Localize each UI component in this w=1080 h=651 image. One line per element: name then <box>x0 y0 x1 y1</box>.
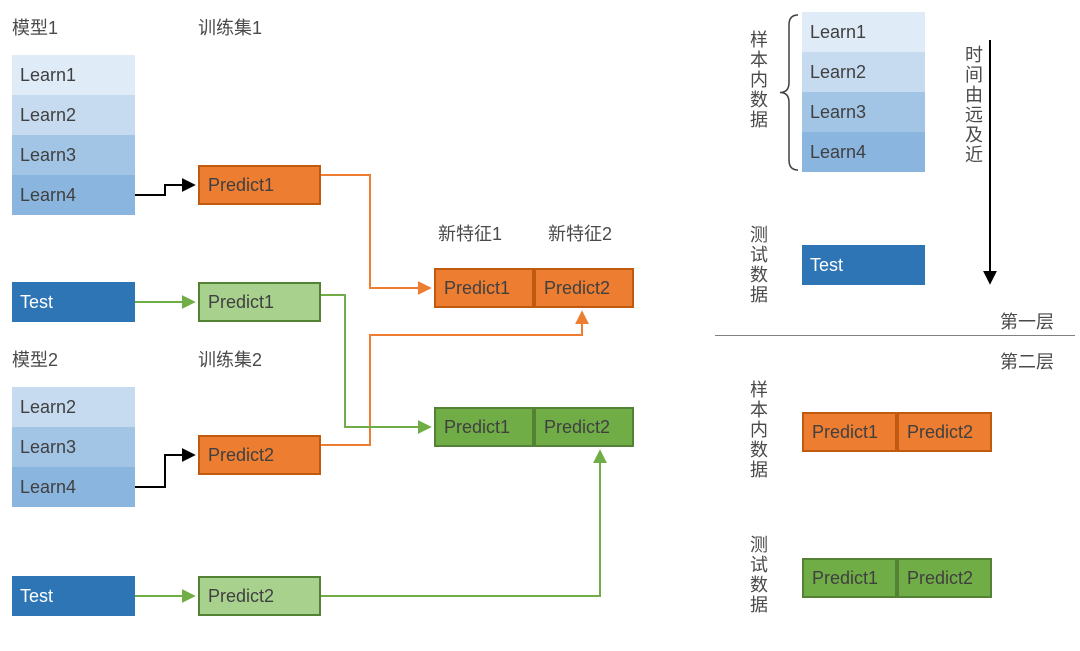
label-model2: 模型2 <box>12 346 58 372</box>
brace-icon <box>780 15 798 170</box>
predict2-green: Predict2 <box>198 576 321 616</box>
model1-learn1: Learn1 <box>12 55 135 95</box>
vlabel-testdata1: 测试数据 <box>745 225 771 305</box>
edge-0 <box>135 185 193 195</box>
model2-learn3: Learn3 <box>12 427 135 467</box>
predict2-orange: Predict2 <box>198 435 321 475</box>
model1-learn2: Learn2 <box>12 95 135 135</box>
predict1-orange: Predict1 <box>198 165 321 205</box>
vlabel-timeflow: 时间由远及近 <box>960 45 986 165</box>
pair-orange-1: Predict2 <box>534 268 634 308</box>
vlabel-sample2: 样本内数据 <box>745 380 771 480</box>
right-pair-green-1: Predict2 <box>897 558 992 598</box>
layer-divider <box>715 335 1075 336</box>
pair-green-0: Predict1 <box>434 407 534 447</box>
model2-test: Test <box>12 576 135 616</box>
right-pair-orange-0: Predict1 <box>802 412 897 452</box>
edge-7 <box>321 452 600 596</box>
model1-learn3: Learn3 <box>12 135 135 175</box>
edge-2 <box>135 455 193 487</box>
pair-green-1: Predict2 <box>534 407 634 447</box>
pair-orange-0: Predict1 <box>434 268 534 308</box>
label-model1: 模型1 <box>12 14 58 40</box>
vlabel-sample1: 样本内数据 <box>745 30 771 130</box>
right-learn3: Learn3 <box>802 92 925 132</box>
right-test: Test <box>802 245 925 285</box>
right-learn1: Learn1 <box>802 12 925 52</box>
model1-test: Test <box>12 282 135 322</box>
edge-4 <box>321 175 429 288</box>
right-learn2: Learn2 <box>802 52 925 92</box>
right-learn4: Learn4 <box>802 132 925 172</box>
right-pair-green-0: Predict1 <box>802 558 897 598</box>
predict1-green: Predict1 <box>198 282 321 322</box>
label-train2: 训练集2 <box>198 346 262 372</box>
model1-learn4: Learn4 <box>12 175 135 215</box>
vlabel-testdata2: 测试数据 <box>745 535 771 615</box>
label-train1: 训练集1 <box>198 14 262 40</box>
label-layer1: 第一层 <box>1000 308 1054 334</box>
label-feat1: 新特征1 <box>438 220 502 246</box>
edge-6 <box>321 295 429 427</box>
model2-learn4: Learn4 <box>12 467 135 507</box>
label-layer2: 第二层 <box>1000 348 1054 374</box>
label-feat2: 新特征2 <box>548 220 612 246</box>
right-pair-orange-1: Predict2 <box>897 412 992 452</box>
model2-learn2: Learn2 <box>12 387 135 427</box>
